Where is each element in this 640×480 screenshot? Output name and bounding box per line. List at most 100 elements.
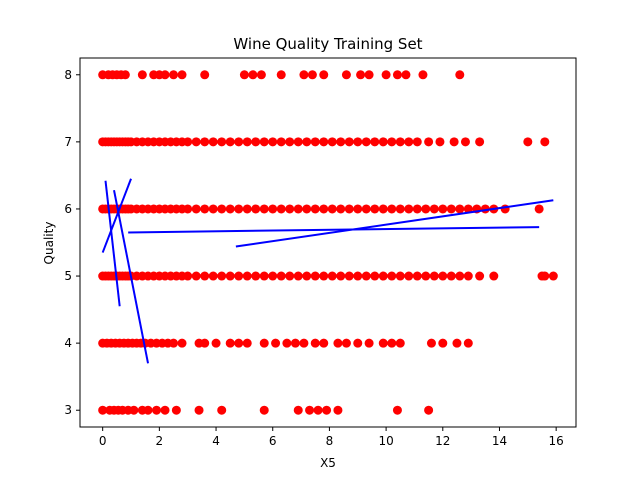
data-point: [302, 204, 312, 214]
data-point: [305, 405, 315, 415]
data-point: [370, 204, 380, 214]
data-point: [534, 204, 544, 214]
data-point: [327, 204, 337, 214]
data-point: [160, 405, 170, 415]
data-point: [540, 137, 550, 147]
data-point: [177, 338, 187, 348]
data-point: [225, 338, 235, 348]
data-point: [217, 405, 227, 415]
data-point: [285, 271, 295, 281]
data-point: [455, 70, 465, 80]
data-point: [276, 271, 286, 281]
y-tick-label: 8: [64, 68, 72, 82]
data-point: [217, 137, 227, 147]
data-point: [540, 271, 550, 281]
data-point: [310, 338, 320, 348]
data-point: [404, 204, 414, 214]
data-point: [418, 70, 428, 80]
data-point: [293, 405, 303, 415]
data-point: [446, 204, 456, 214]
data-point: [307, 70, 317, 80]
data-point: [293, 204, 303, 214]
data-point: [242, 271, 252, 281]
data-point: [143, 405, 153, 415]
data-point: [361, 204, 371, 214]
data-point: [395, 204, 405, 214]
data-point: [361, 271, 371, 281]
data-point: [446, 271, 456, 281]
data-point: [370, 137, 380, 147]
data-point: [463, 204, 473, 214]
data-point: [341, 70, 351, 80]
data-point: [169, 70, 179, 80]
data-point: [353, 204, 363, 214]
data-point: [353, 137, 363, 147]
data-point: [387, 137, 397, 147]
data-point: [276, 204, 286, 214]
data-point: [353, 338, 363, 348]
data-point: [336, 271, 346, 281]
data-point: [523, 137, 533, 147]
data-point: [299, 338, 309, 348]
data-point: [361, 137, 371, 147]
data-point: [137, 70, 147, 80]
data-point: [381, 70, 391, 80]
data-point: [234, 338, 244, 348]
data-point: [364, 70, 374, 80]
y-tick-label: 6: [64, 202, 72, 216]
data-point: [259, 338, 269, 348]
axes-frame: [79, 57, 577, 428]
data-point: [225, 137, 235, 147]
data-point: [364, 338, 374, 348]
y-axis-label: Quality: [42, 222, 56, 265]
data-point: [404, 137, 414, 147]
data-point: [548, 271, 558, 281]
data-point: [475, 137, 485, 147]
data-point: [327, 271, 337, 281]
data-point: [378, 204, 388, 214]
data-point: [438, 271, 448, 281]
data-point: [225, 271, 235, 281]
chart-title: Wine Quality Training Set: [233, 35, 422, 53]
data-point: [378, 137, 388, 147]
data-point: [251, 204, 261, 214]
data-point: [290, 338, 300, 348]
data-point: [387, 204, 397, 214]
data-point: [395, 271, 405, 281]
data-point: [268, 204, 278, 214]
x-tick-label: 8: [326, 434, 334, 448]
data-point: [171, 405, 181, 415]
data-point: [225, 204, 235, 214]
data-point: [242, 137, 252, 147]
data-point: [353, 271, 363, 281]
data-point: [242, 204, 252, 214]
data-point: [160, 70, 170, 80]
data-point: [169, 338, 179, 348]
data-point: [259, 405, 269, 415]
data-point: [268, 271, 278, 281]
data-point: [404, 271, 414, 281]
data-point: [336, 137, 346, 147]
data-point: [299, 70, 309, 80]
data-point: [285, 137, 295, 147]
data-point: [356, 70, 366, 80]
data-point: [344, 271, 354, 281]
data-point: [341, 338, 351, 348]
data-point: [387, 271, 397, 281]
data-point: [200, 70, 210, 80]
data-point: [271, 338, 281, 348]
data-point: [392, 405, 402, 415]
x-tick-label: 16: [549, 434, 564, 448]
data-point: [200, 338, 210, 348]
x-axis-label: X5: [320, 456, 336, 470]
data-point: [310, 137, 320, 147]
x-tick-label: 4: [212, 434, 220, 448]
data-point: [319, 204, 329, 214]
data-point: [194, 405, 204, 415]
x-tick-label: 0: [99, 434, 107, 448]
data-point: [259, 204, 269, 214]
data-point: [463, 271, 473, 281]
data-point: [424, 137, 434, 147]
data-point: [120, 70, 130, 80]
